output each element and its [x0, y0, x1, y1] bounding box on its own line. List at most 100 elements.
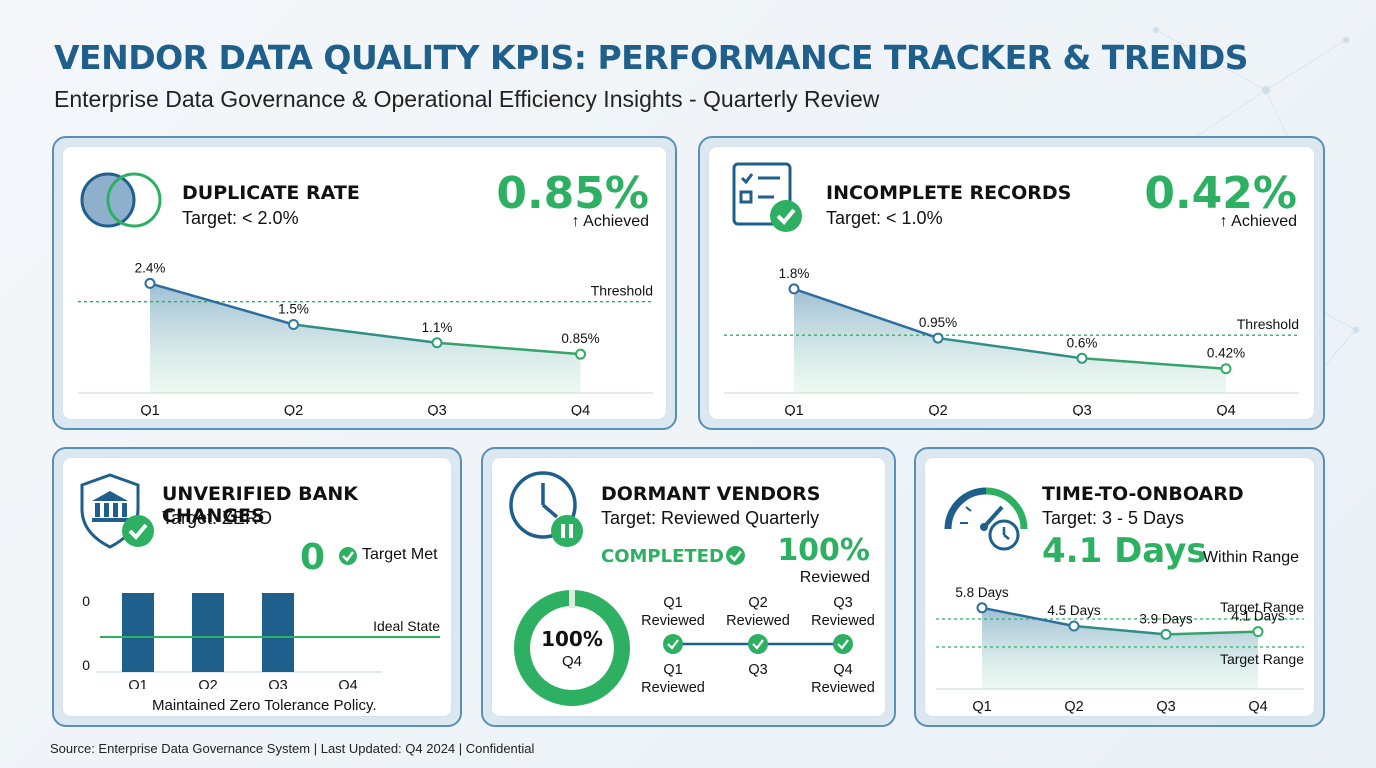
donut-value: 100%: [541, 627, 603, 651]
data-point: [1068, 620, 1080, 632]
data-point: [288, 319, 299, 330]
status-within-range: Within Range: [1202, 549, 1299, 566]
incomplete-records-card: INCOMPLETE RECORDS Target: < 1.0% 0.42% …: [698, 136, 1325, 430]
series-line: [1073, 624, 1167, 636]
check-circle-icon: [339, 547, 357, 565]
ideal-state-label: Ideal State: [373, 618, 440, 634]
time-to-onboard-chart: Target Range Target Range 5.8 Days Q1 4.5 Da…: [936, 585, 1304, 715]
card-title: DORMANT VENDORS: [601, 483, 821, 505]
reviewed-label: Reviewed: [799, 569, 870, 586]
timeline-check: [833, 634, 853, 654]
timeline-top-label: Reviewed: [641, 613, 705, 629]
card-title: UNVERIFIED BANK CHANGES: [162, 483, 358, 527]
card-target: Target: ZERO: [162, 508, 273, 528]
x-tick-label: Q4: [1248, 699, 1267, 715]
card-target: Target: < 1.0%: [826, 208, 943, 228]
status-achieved: ↑ Achieved: [1219, 213, 1297, 230]
kpi-value: 100%: [777, 533, 870, 568]
x-tick-label: Q1: [784, 403, 803, 416]
timeline-bottom-label: Reviewed: [641, 680, 705, 696]
check-mark-icon: [837, 639, 849, 650]
x-tick-label: Q1: [140, 403, 159, 416]
data-point: [575, 348, 586, 360]
data-label: 1.1%: [422, 320, 453, 335]
duplicate-rate-chart: Threshold 2.4% Q1 1.5% Q2 1.1% Q3 0.85% Q4: [78, 260, 653, 416]
x-tick-label: Q3: [268, 678, 287, 689]
review-timeline: Q1 Reviewed Q1 Reviewed Q2 Reviewed Q3 Q3 Review…: [641, 595, 875, 696]
timeline-top-label: Q1: [663, 595, 682, 611]
source-footer: Source: Enterprise Data Governance Syste…: [50, 741, 535, 756]
x-tick-label: Q3: [427, 403, 446, 416]
area-fill: [982, 607, 1258, 689]
timeline-bottom-label: Q3: [748, 662, 767, 678]
data-label: 1.8%: [779, 266, 810, 281]
checklist-icon: [732, 162, 802, 232]
data-label: 1.5%: [278, 302, 309, 317]
status-target-met: Target Met: [362, 546, 438, 563]
completed-label: COMPLETED: [601, 546, 724, 567]
data-point: [1252, 626, 1264, 638]
bar: [262, 593, 294, 672]
x-tick-label: Q3: [1156, 699, 1175, 715]
x-tick-label: Q4: [338, 678, 357, 689]
speedometer-clock-icon: [944, 487, 1028, 551]
kpi-value: 0.42%: [1144, 168, 1297, 219]
target-range-label: Target Range: [1220, 651, 1304, 667]
venn-circles-icon: [80, 172, 162, 228]
data-label: 0.95%: [919, 315, 957, 330]
donut-sub: Q4: [561, 653, 582, 670]
kpi-value: 0: [300, 537, 326, 578]
x-tick-label: Q4: [1216, 403, 1235, 416]
dormant-vendors-card: DORMANT VENDORS Target: Reviewed Quarter…: [481, 447, 896, 727]
series-line: [149, 282, 294, 326]
timeline-bottom-label: Q1: [663, 662, 682, 678]
area-fill: [794, 288, 1226, 393]
x-tick-label: Q3: [1072, 403, 1091, 416]
x-tick-label: Q4: [571, 403, 590, 416]
data-point: [1076, 352, 1088, 364]
timeline-bottom-label: Reviewed: [811, 680, 875, 696]
time-to-onboard-card: TIME-TO-ONBOARD Target: 3 - 5 Days 4.1 D…: [914, 447, 1325, 727]
series-line: [1081, 357, 1227, 370]
timeline-check: [663, 634, 683, 654]
check-mark-icon: [667, 639, 679, 650]
timeline-top-label: Q2: [748, 595, 767, 611]
y-tick-label: 0: [82, 657, 90, 673]
data-point: [1220, 363, 1232, 375]
bar: [192, 593, 224, 672]
x-tick-label: Q2: [284, 403, 303, 416]
data-label: 0.42%: [1207, 346, 1245, 361]
data-label: 2.4%: [135, 260, 166, 275]
incomplete-records-chart: Threshold 1.8% Q1 0.95% Q2 0.6% Q3 0.42% Q4: [724, 266, 1299, 416]
card-title: TIME-TO-ONBOARD: [1042, 483, 1244, 505]
page-title: VENDOR DATA QUALITY KPIS: PERFORMANCE TR…: [54, 38, 1249, 77]
target-range-label: Target Range: [1220, 599, 1304, 615]
kpi-value: 4.1 Days: [1042, 531, 1207, 571]
series-line: [981, 606, 1075, 628]
series-line: [793, 287, 939, 340]
series-line: [1165, 630, 1259, 636]
data-point: [788, 283, 800, 295]
threshold-label: Threshold: [591, 283, 653, 299]
data-label: 0.6%: [1067, 335, 1098, 350]
chart-note: Maintained Zero Tolerance Policy.: [152, 697, 377, 714]
bar: [122, 593, 154, 672]
status-achieved: ↑ Achieved: [571, 213, 649, 230]
threshold-label: Threshold: [1237, 316, 1299, 332]
series-line: [293, 323, 438, 345]
x-tick-label: Q1: [972, 699, 991, 715]
series-line: [436, 341, 581, 356]
clock-pause-icon: [509, 471, 583, 547]
x-tick-label: Q1: [128, 678, 147, 689]
data-point: [976, 602, 988, 614]
data-label: 4.5 Days: [1047, 603, 1101, 618]
card-title: INCOMPLETE RECORDS: [826, 182, 1072, 204]
bank-shield-icon: [80, 473, 154, 549]
timeline-top-label: Reviewed: [811, 613, 875, 629]
x-tick-label: Q2: [198, 678, 217, 689]
card-target: Target: Reviewed Quarterly: [601, 508, 820, 528]
check-circle-icon: [726, 546, 745, 565]
y-tick-label: 0: [82, 593, 90, 609]
data-label: 4.1 Days: [1231, 609, 1285, 624]
data-point: [431, 337, 443, 349]
